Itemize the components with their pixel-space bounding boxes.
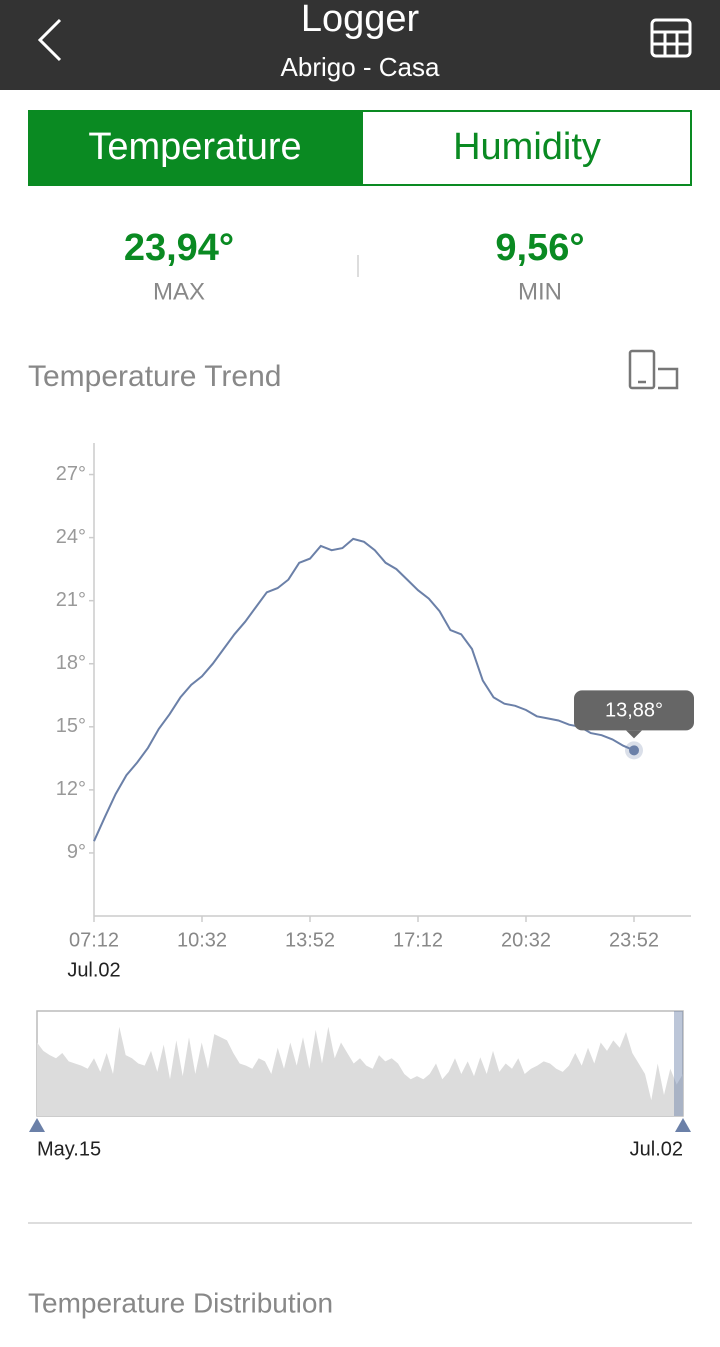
overview-area: [37, 1026, 683, 1116]
range-handle[interactable]: [675, 1118, 691, 1132]
back-button[interactable]: [37, 18, 62, 62]
tab-temperature[interactable]: [28, 110, 363, 186]
x-tick-label: 17:12: [393, 929, 443, 951]
range-handle[interactable]: [29, 1118, 45, 1132]
y-tick-label: 21°: [56, 589, 86, 611]
y-tick-label: 24°: [56, 526, 86, 548]
rotate-button[interactable]: [628, 349, 679, 390]
x-tick-label: 20:32: [501, 929, 551, 951]
stat-value: 23,94°: [124, 227, 234, 269]
tab-label: Temperature: [88, 126, 301, 168]
x-tick-label: 23:52: [609, 929, 659, 951]
data-point: [629, 745, 639, 756]
data-label: 13,88°: [605, 700, 663, 722]
x-tick-label: 07:12: [69, 929, 119, 951]
chart-title: Temperature Trend: [28, 360, 281, 393]
table-button[interactable]: [650, 18, 692, 58]
range-end-label: Jul.02: [630, 1138, 683, 1160]
top-bar: [0, 0, 720, 90]
date-label: Jul.02: [67, 959, 120, 981]
y-tick-label: 18°: [56, 652, 86, 674]
x-tick-label: 13:52: [285, 929, 335, 951]
tooltip: [574, 690, 694, 731]
subtitle: Abrigo - Casa: [281, 52, 440, 82]
section-title: Temperature Distribution: [28, 1287, 333, 1318]
tooltip-pointer: [626, 730, 642, 739]
y-tick-label: 27°: [56, 463, 86, 485]
y-tick-label: 15°: [56, 715, 86, 737]
stat-value: 9,56°: [495, 227, 584, 269]
stat-label: MAX: [153, 278, 205, 305]
x-tick-label: 10:32: [177, 929, 227, 951]
tab-humidity[interactable]: [361, 110, 692, 186]
tab-label: Humidity: [453, 126, 601, 168]
stat-label: MIN: [518, 278, 562, 305]
data-line: [93, 537, 635, 842]
y-tick-label: 9°: [67, 841, 86, 863]
y-tick-label: 12°: [56, 778, 86, 800]
range-start-label: May.15: [37, 1138, 101, 1160]
title: Logger: [301, 0, 420, 40]
overview-selection[interactable]: [674, 1011, 683, 1116]
